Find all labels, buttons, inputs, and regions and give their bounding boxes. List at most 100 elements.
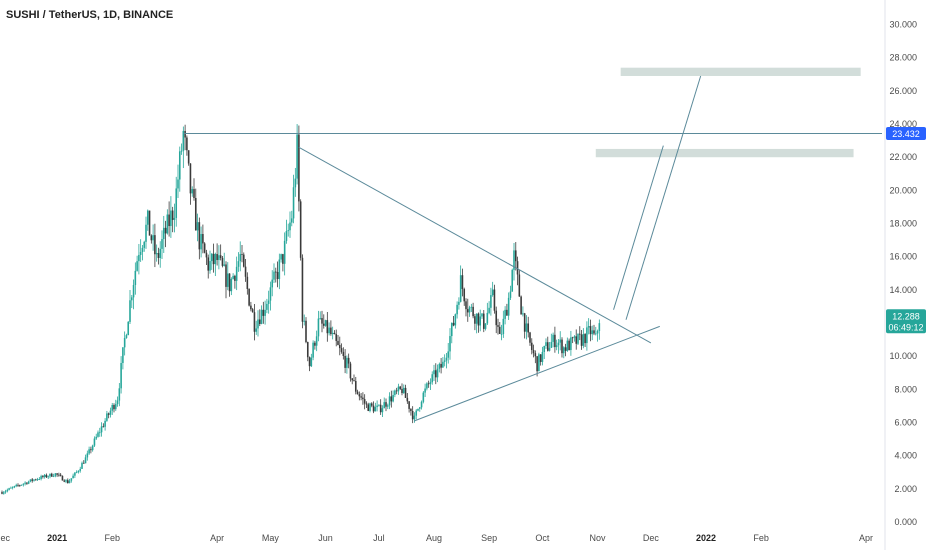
candle-body xyxy=(287,230,290,232)
chart-title: SUSHI / TetherUS, 1D, BINANCE xyxy=(6,9,173,21)
x-tick-label: Dec xyxy=(643,533,660,543)
y-tick-label: 14.000 xyxy=(889,285,917,295)
candle-body xyxy=(42,476,44,478)
candle-body xyxy=(394,390,396,395)
candle-body xyxy=(214,254,217,265)
trendline-4[interactable] xyxy=(613,145,664,310)
candle-body xyxy=(45,474,48,478)
x-tick-label: Apr xyxy=(859,533,873,543)
candle-body xyxy=(418,407,421,409)
candle-body xyxy=(283,240,286,264)
candle-body xyxy=(79,468,82,471)
candle-body xyxy=(399,386,402,389)
trendline-3[interactable] xyxy=(414,325,660,422)
y-tick-label: 26.000 xyxy=(889,86,917,96)
candle-body xyxy=(38,479,41,480)
candle-body xyxy=(242,254,245,267)
candle-body xyxy=(577,333,579,344)
x-tick-label: Aug xyxy=(426,533,442,543)
candle-body xyxy=(97,432,99,437)
candle-body xyxy=(550,341,553,348)
candle-body xyxy=(141,247,144,252)
candle-body xyxy=(303,320,306,322)
candle-body xyxy=(113,405,115,410)
candle-body xyxy=(322,323,325,326)
y-tick-label: 22.000 xyxy=(889,152,917,162)
candle-body xyxy=(61,475,64,481)
candle-body xyxy=(26,482,28,484)
candle-body xyxy=(289,222,291,231)
trendline-2[interactable] xyxy=(298,146,652,344)
candle-body xyxy=(502,318,505,334)
candle-body xyxy=(187,150,190,164)
candle-body xyxy=(13,486,16,488)
candle-body xyxy=(385,402,387,407)
y-tick-label: 10.000 xyxy=(889,351,917,361)
target-zones xyxy=(595,67,861,158)
candle-body xyxy=(104,420,106,427)
candle-body xyxy=(138,254,140,262)
candle-body xyxy=(258,319,261,324)
price-axis[interactable]: 0.0002.0004.0006.0008.00010.00012.00014.… xyxy=(889,20,917,527)
candle-body xyxy=(545,342,547,346)
candle-body xyxy=(493,289,496,311)
time-axis[interactable]: Dec 2021 Feb Apr May Jun Jul Aug Sep Oct Nov Dec 202… xyxy=(0,533,873,543)
candle-body xyxy=(186,137,188,151)
candle-body xyxy=(429,382,432,384)
candle-body xyxy=(170,210,172,227)
candle-body xyxy=(561,339,563,354)
candle-body xyxy=(534,353,537,357)
candle-body xyxy=(266,303,268,310)
candle-body xyxy=(93,438,96,446)
y-tick-label: 6.000 xyxy=(894,418,917,428)
candle-body xyxy=(49,473,51,477)
candle-body xyxy=(420,401,423,408)
candle-body xyxy=(22,483,25,485)
candle-body xyxy=(129,300,131,322)
x-tick-label: May xyxy=(262,533,280,543)
candle-body xyxy=(477,313,480,326)
candle-body xyxy=(65,480,67,482)
candle-body xyxy=(426,383,428,389)
candle-body xyxy=(543,345,546,352)
candle-body xyxy=(82,462,85,464)
candle-body xyxy=(299,201,302,258)
candle-body xyxy=(370,403,373,406)
y-tick-label: 20.000 xyxy=(889,185,917,195)
candle-body xyxy=(404,387,407,398)
candle-body xyxy=(582,334,585,346)
candle-body xyxy=(244,266,247,277)
candle-body xyxy=(274,271,277,273)
trendline-5[interactable] xyxy=(625,75,702,320)
candle-body xyxy=(54,473,57,477)
candle-body xyxy=(589,326,592,335)
candle-body xyxy=(58,474,60,476)
candle-body xyxy=(356,391,359,395)
candle-body xyxy=(568,340,570,351)
candle-body xyxy=(349,363,352,379)
candle-body xyxy=(557,342,560,346)
y-tick-label: 24.000 xyxy=(889,119,917,129)
candle-body xyxy=(593,330,595,334)
candle-body xyxy=(280,254,282,260)
candle-body xyxy=(273,271,275,280)
candle-body xyxy=(319,318,322,319)
candle-body xyxy=(424,388,426,393)
candle-body xyxy=(312,342,314,358)
candle-body xyxy=(491,289,494,296)
candle-body xyxy=(276,272,279,280)
candle-body xyxy=(580,334,583,346)
candle-body xyxy=(90,449,92,451)
candle-body xyxy=(47,476,50,478)
candle-body xyxy=(285,231,288,241)
candle-body xyxy=(410,408,412,411)
candle-body xyxy=(573,336,576,338)
candle-body xyxy=(552,334,554,342)
candle-body xyxy=(228,273,231,292)
candle-body xyxy=(392,394,394,402)
candle-body xyxy=(100,426,103,433)
candle-body xyxy=(514,250,517,262)
candle-body xyxy=(72,475,74,479)
candle-body xyxy=(262,309,265,316)
